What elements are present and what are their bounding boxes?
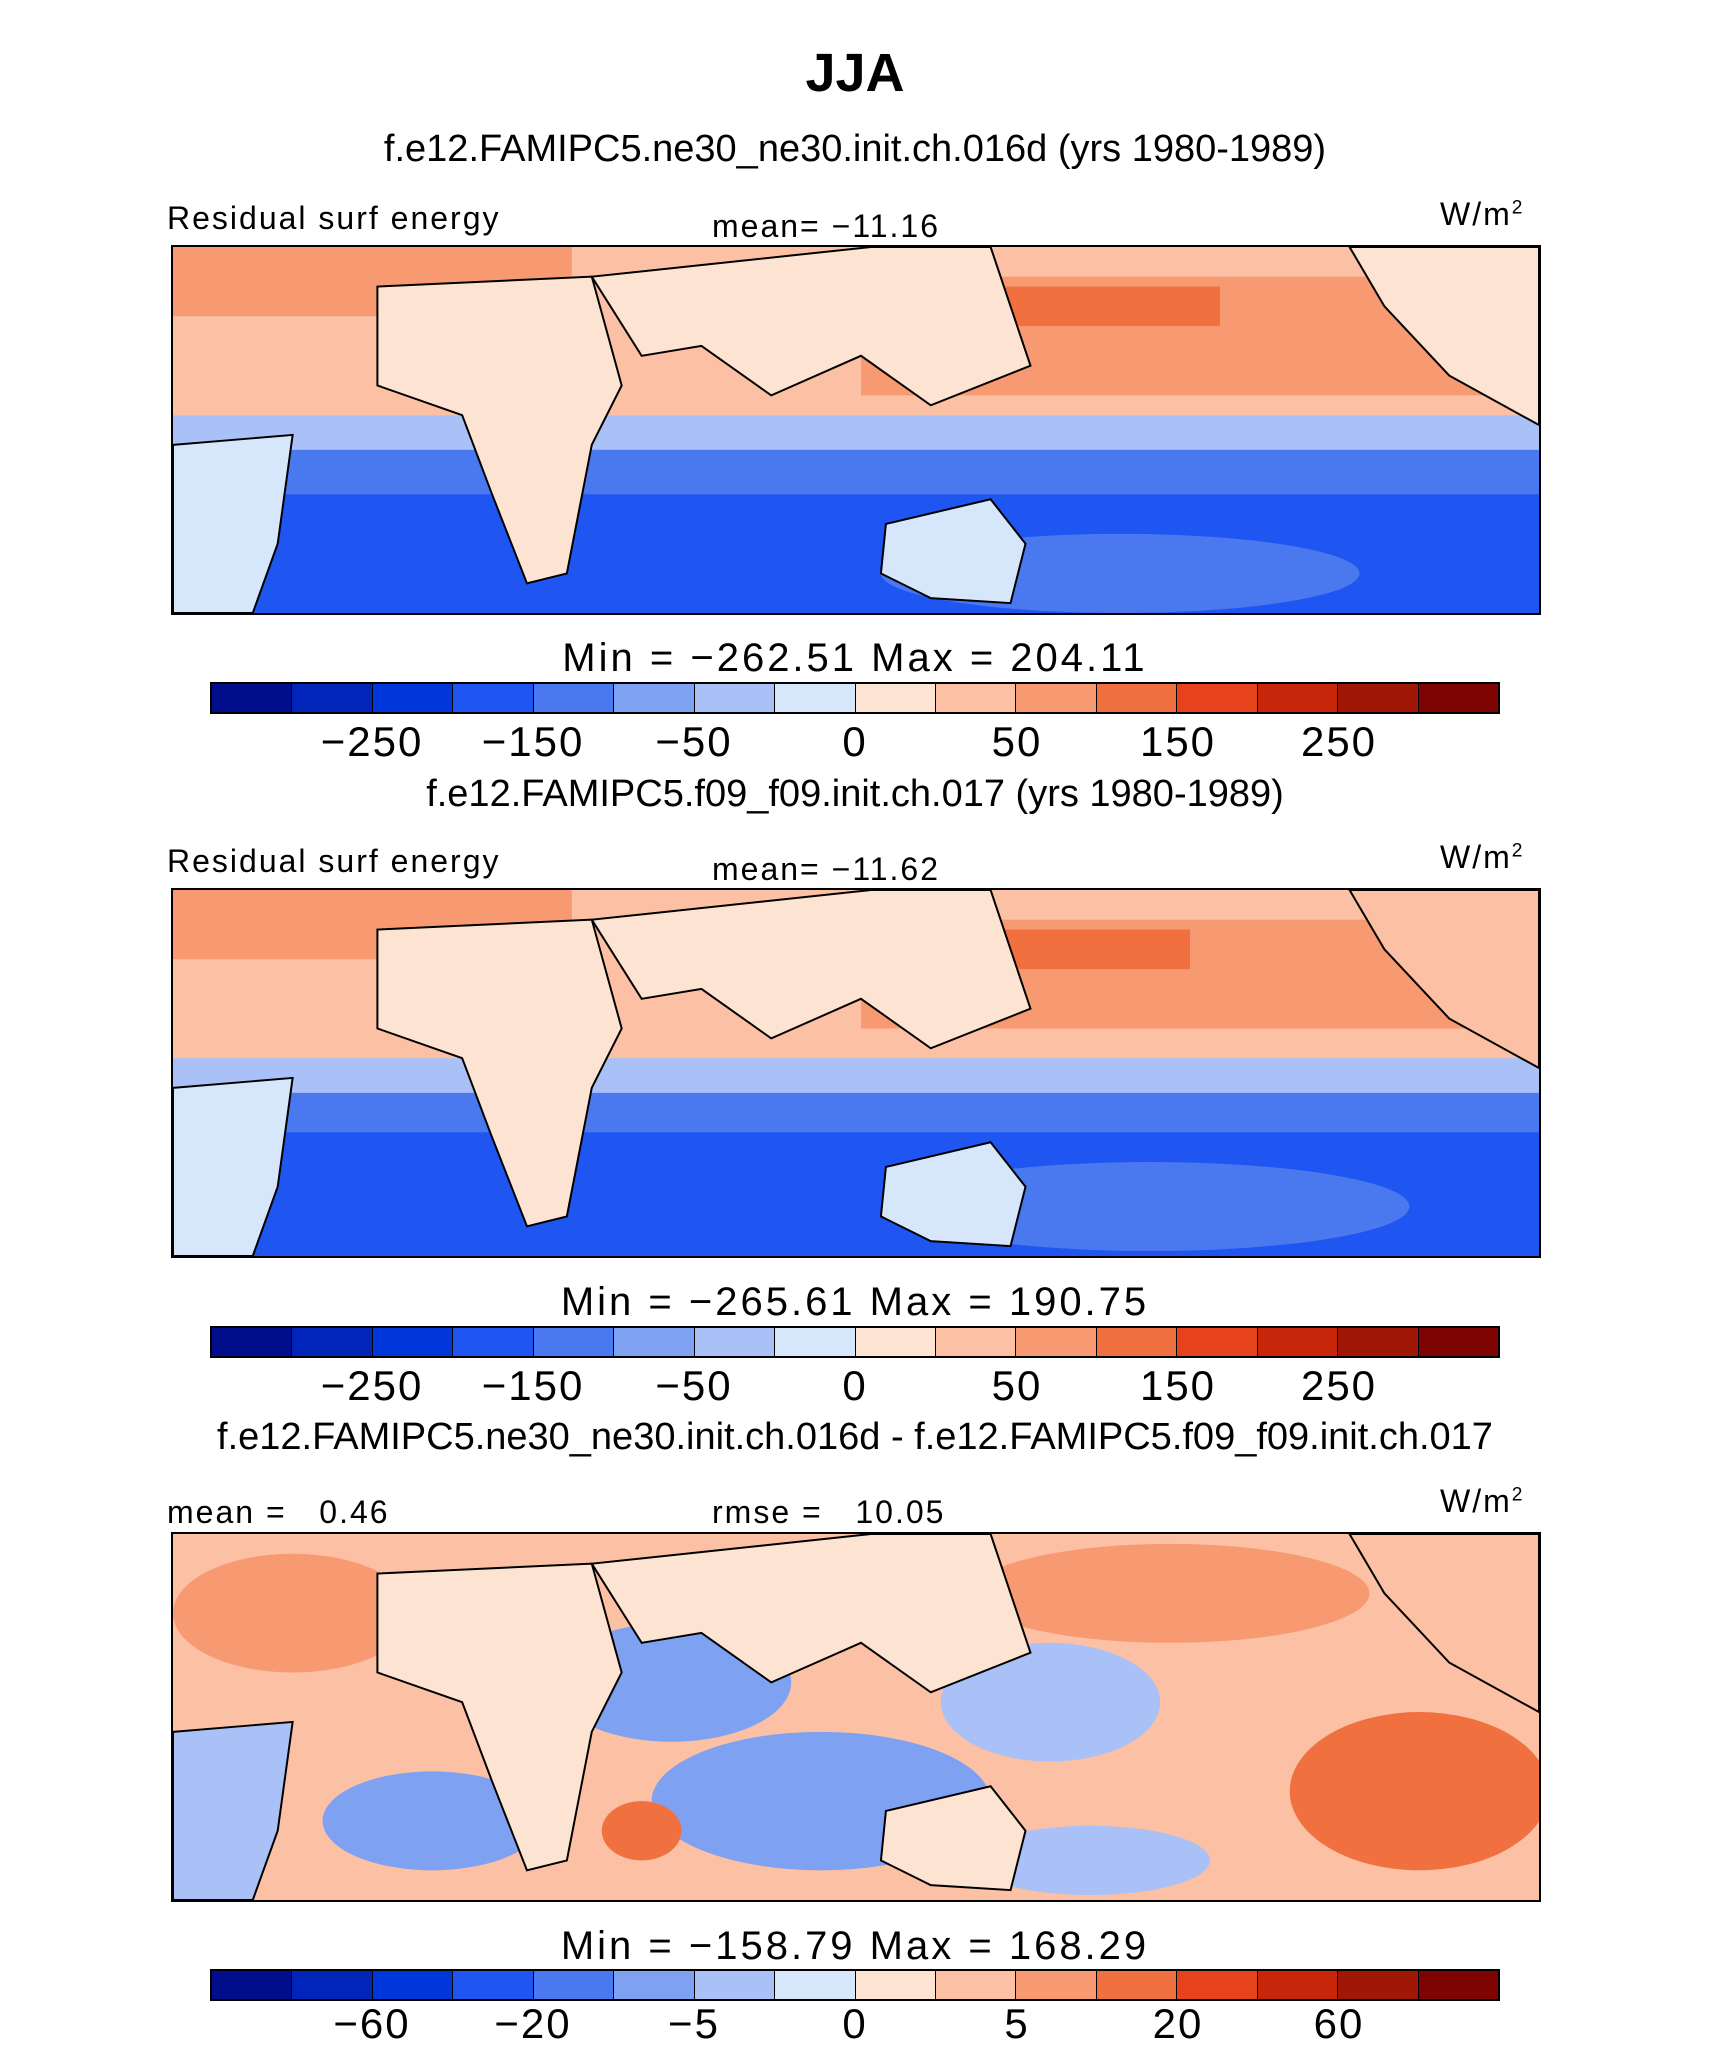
panel-2-units: W/m2 [1440, 839, 1525, 875]
colorbar-box [694, 684, 776, 712]
panel-2-colorbar [210, 1326, 1500, 1358]
panel-3-tick: −5 [668, 2000, 720, 2047]
colorbar-box [292, 1328, 373, 1356]
panel-2-tick: 250 [1300, 1362, 1378, 1409]
colorbar-box [935, 1971, 1017, 1999]
panel-1-tick: −150 [481, 718, 585, 765]
colorbar-box [1418, 684, 1498, 712]
panel-3-tick: 5 [1004, 2000, 1030, 2047]
colorbar-box [212, 684, 293, 712]
panel-1-tick: −250 [320, 718, 424, 765]
panel-3-tick: −20 [494, 2000, 572, 2047]
panel-1-map [171, 245, 1541, 615]
colorbar-box [1016, 684, 1097, 712]
panel-3-tick: 0 [842, 2000, 868, 2047]
colorbar-box [935, 1328, 1017, 1356]
panel-3-center-label: rmse = 10.05 [712, 1494, 946, 1530]
colorbar-box [855, 1971, 936, 1999]
colorbar-box [1418, 1328, 1498, 1356]
colorbar-box [1177, 1328, 1258, 1356]
panel-2-tick: −50 [655, 1362, 733, 1409]
colorbar-box [453, 1328, 534, 1356]
panel-1-left-label: Residual surf energy [167, 200, 501, 236]
colorbar-box [694, 1971, 776, 1999]
panel-2-map [171, 888, 1541, 1258]
panel-2-center-label: mean= −11.62 [712, 851, 941, 887]
panel-1-center-label: mean= −11.16 [712, 208, 941, 244]
colorbar-box [1096, 1328, 1178, 1356]
panel-1-tick: 0 [842, 718, 868, 765]
panel-1-case-title: f.e12.FAMIPC5.ne30_ne30.init.ch.016d (yr… [383, 128, 1327, 170]
colorbar-box [533, 684, 615, 712]
colorbar-box [1338, 1328, 1419, 1356]
panel-3-tick: 60 [1313, 2000, 1365, 2047]
panel-2-tick: 0 [842, 1362, 868, 1409]
colorbar-box [1418, 1971, 1498, 1999]
colorbar-box [614, 1971, 695, 1999]
colorbar-box [1257, 684, 1339, 712]
colorbar-box [372, 1328, 454, 1356]
colorbar-box [694, 1328, 776, 1356]
panel-3-tick: −60 [333, 2000, 411, 2047]
colorbar-box [1338, 1971, 1419, 1999]
colorbar-box [212, 1328, 293, 1356]
colorbar-box [614, 684, 695, 712]
panel-2-tick: −150 [481, 1362, 585, 1409]
colorbar-box [1257, 1971, 1339, 1999]
panel-2-minmax: Min = −265.61 Max = 190.75 [560, 1280, 1150, 1324]
colorbar-box [372, 684, 454, 712]
colorbar-box [614, 1328, 695, 1356]
figure-title: JJA [805, 43, 905, 103]
colorbar-box [453, 684, 534, 712]
panel-1-units: W/m2 [1440, 196, 1525, 232]
colorbar-box [1257, 1328, 1339, 1356]
colorbar-box [1096, 1971, 1178, 1999]
panel-2-tick: −250 [320, 1362, 424, 1409]
panel-2-case-title: f.e12.FAMIPC5.f09_f09.init.ch.017 (yrs 1… [426, 773, 1284, 815]
panel-3-left-label: mean = 0.46 [167, 1494, 390, 1530]
panel-1-tick: 150 [1139, 718, 1217, 765]
panel-3-case-title: f.e12.FAMIPC5.ne30_ne30.init.ch.016d - f… [217, 1416, 1493, 1458]
panel-3-colorbar [210, 1969, 1500, 2001]
colorbar-box [292, 1971, 373, 1999]
colorbar-box [855, 1328, 936, 1356]
colorbar-box [1016, 1971, 1097, 1999]
colorbar-box [453, 1971, 534, 1999]
panel-1-colorbar [210, 682, 1500, 714]
colorbar-box [1338, 684, 1419, 712]
panel-3-map [171, 1532, 1541, 1902]
panel-3-tick: 20 [1152, 2000, 1204, 2047]
colorbar-box [533, 1328, 615, 1356]
colorbar-box [292, 684, 373, 712]
colorbar-box [775, 684, 856, 712]
colorbar-box [775, 1971, 856, 1999]
colorbar-box [1096, 684, 1178, 712]
colorbar-box [372, 1971, 454, 1999]
panel-1-tick: −50 [655, 718, 733, 765]
colorbar-box [533, 1971, 615, 1999]
panel-1-tick: 50 [991, 718, 1043, 765]
panel-2-left-label: Residual surf energy [167, 843, 501, 879]
colorbar-box [1177, 1971, 1258, 1999]
colorbar-box [1016, 1328, 1097, 1356]
panel-3-units: W/m2 [1440, 1483, 1525, 1519]
colorbar-box [855, 684, 936, 712]
colorbar-box [1177, 684, 1258, 712]
colorbar-box [212, 1971, 293, 1999]
panel-2-tick: 50 [991, 1362, 1043, 1409]
colorbar-box [775, 1328, 856, 1356]
panel-1-tick: 250 [1300, 718, 1378, 765]
panel-1-minmax: Min = −262.51 Max = 204.11 [562, 636, 1148, 680]
colorbar-box [935, 684, 1017, 712]
panel-3-minmax: Min = −158.79 Max = 168.29 [560, 1924, 1150, 1968]
panel-2-tick: 150 [1139, 1362, 1217, 1409]
